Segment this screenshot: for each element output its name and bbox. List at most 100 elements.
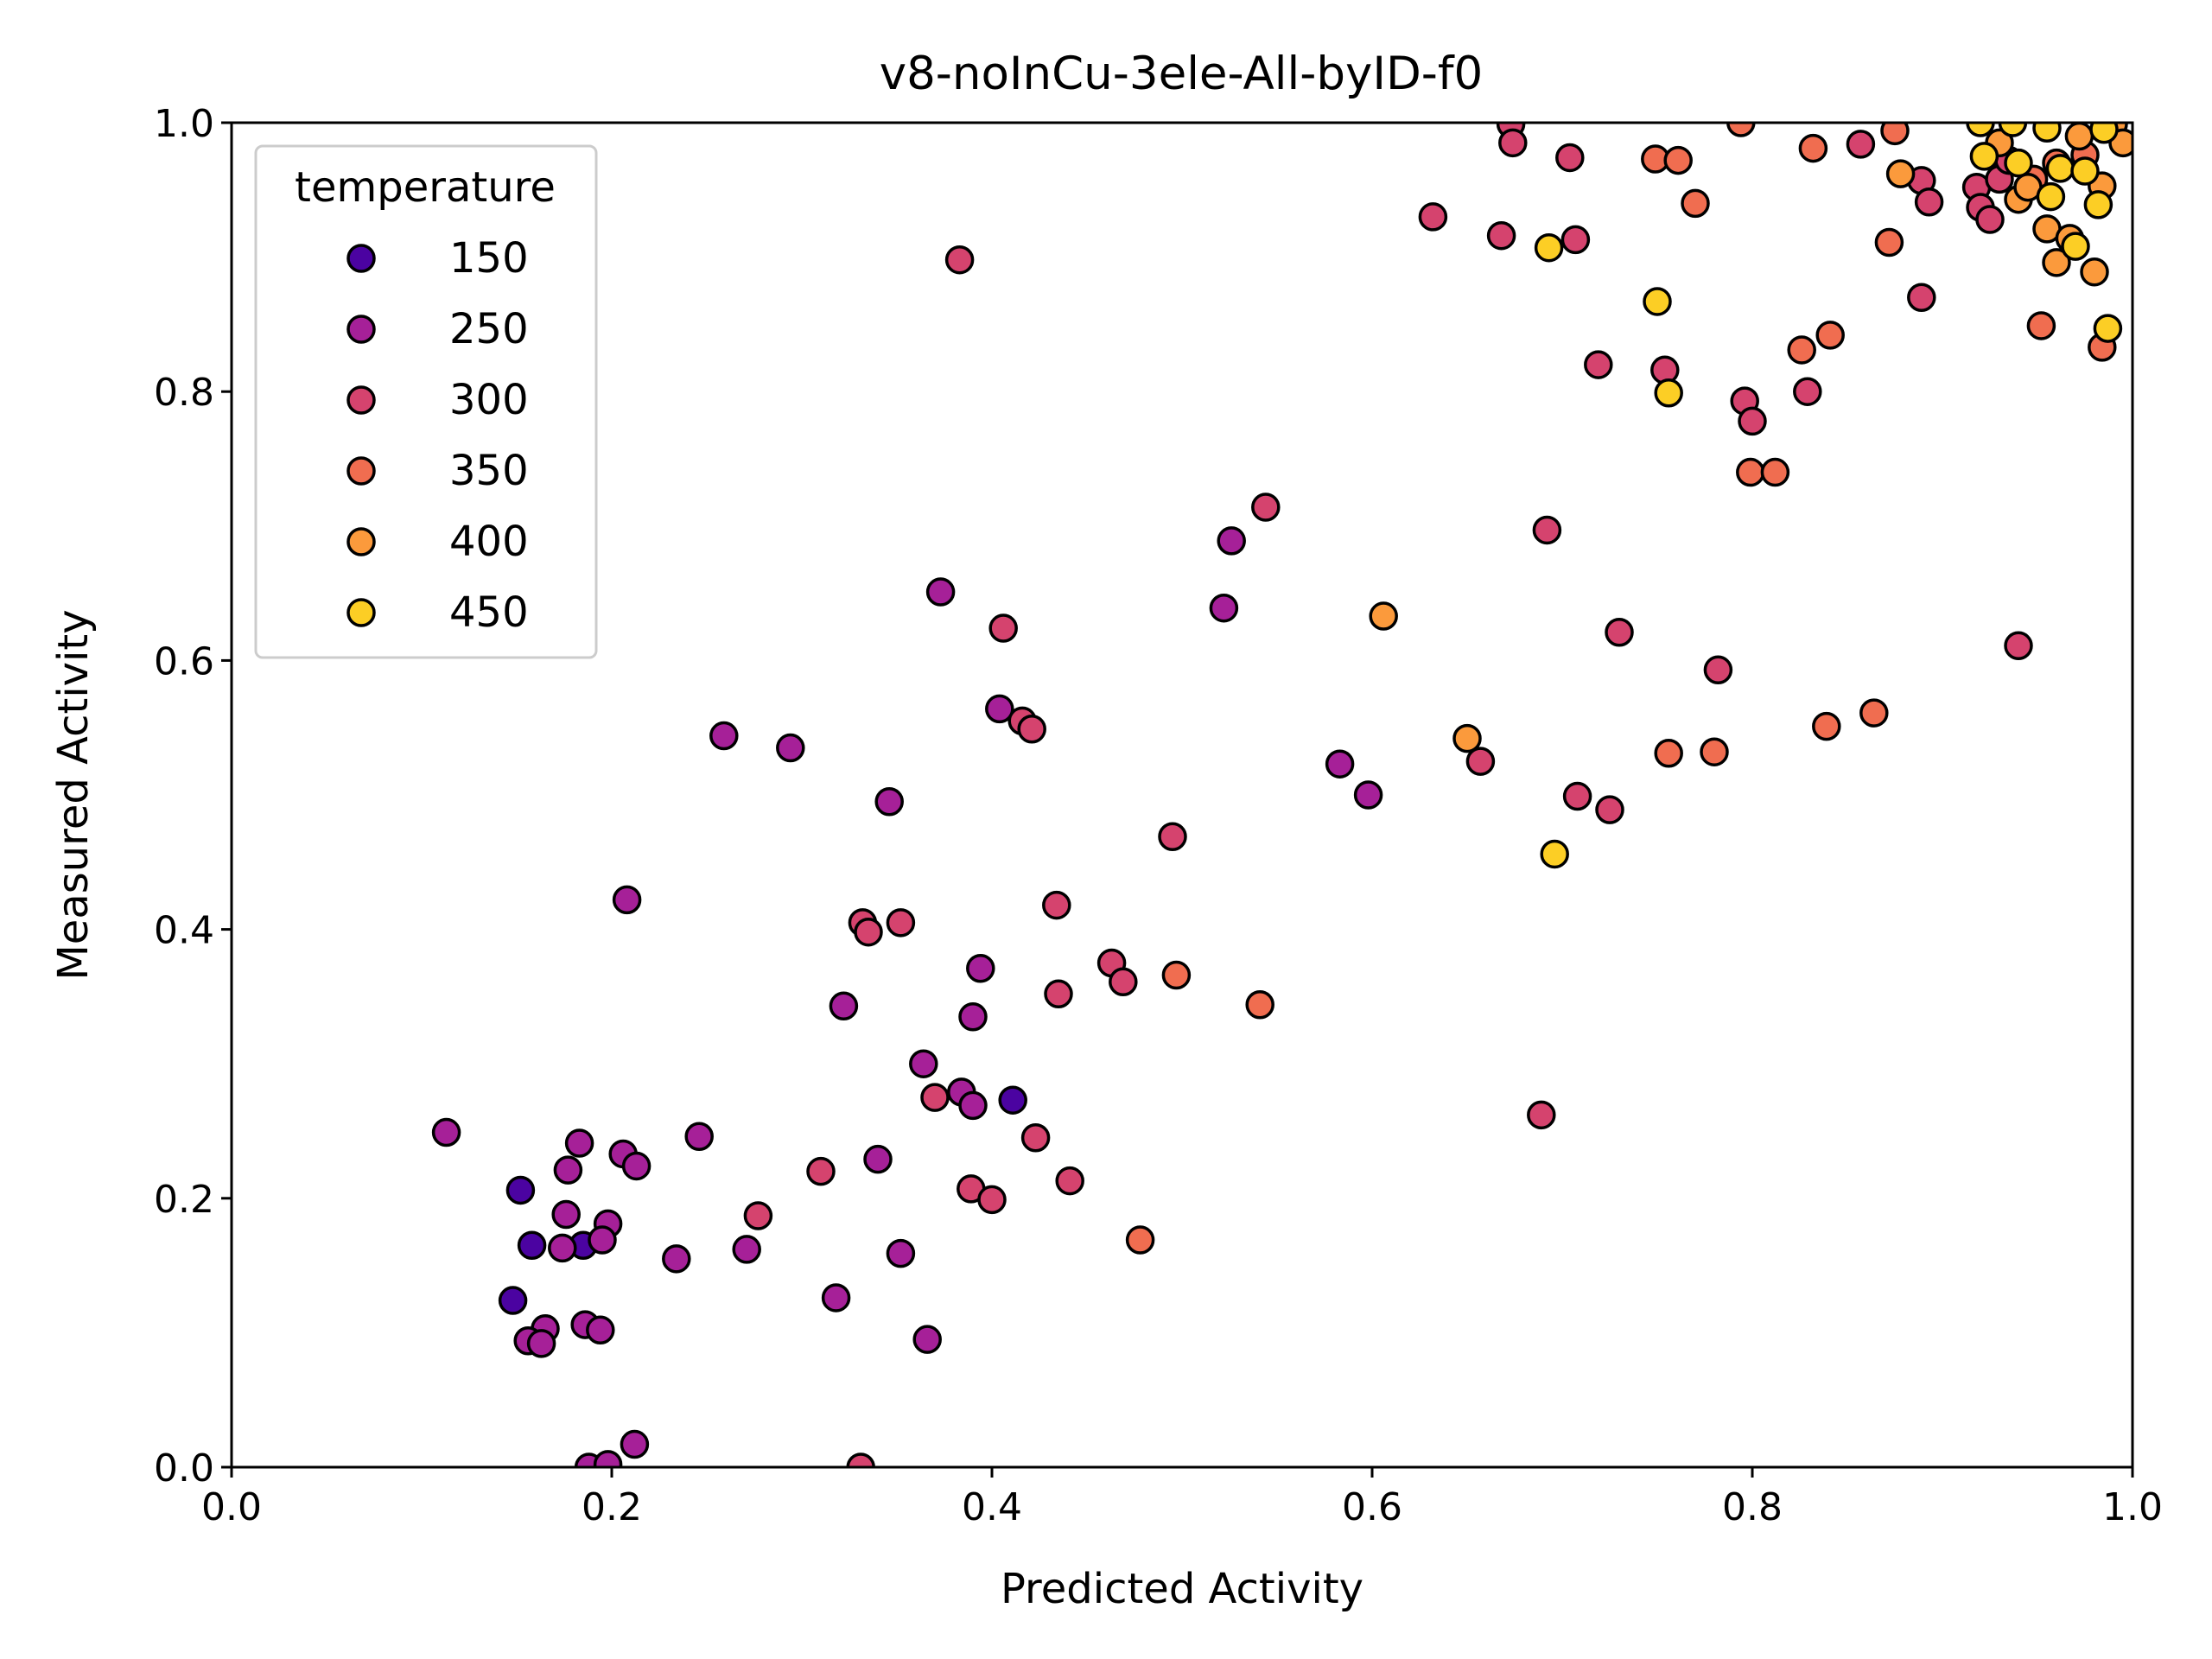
data-point-250 (612, 885, 642, 915)
data-point-350 (1880, 123, 1910, 146)
data-point-250 (586, 1315, 615, 1345)
legend-label: 150 (449, 234, 529, 283)
data-point-250 (553, 1155, 583, 1185)
data-point-300 (920, 1083, 950, 1112)
data-point-250 (863, 1144, 893, 1174)
x-tick-label: 0.8 (1722, 1485, 1783, 1529)
data-point-250 (620, 1429, 650, 1459)
data-point-300 (1846, 130, 1876, 159)
legend-label: 350 (449, 447, 529, 495)
data-point-300 (806, 1156, 836, 1186)
data-point-250 (732, 1235, 761, 1264)
data-point-250 (821, 1283, 851, 1313)
data-point-450 (2036, 181, 2066, 212)
data-point-300 (1527, 1100, 1556, 1130)
data-point-300 (1738, 406, 1767, 436)
data-point-300 (854, 917, 883, 947)
data-point-450 (2045, 154, 2075, 183)
data-point-350 (1654, 739, 1683, 768)
legend-label: 400 (449, 518, 529, 566)
data-point-300 (1793, 377, 1822, 406)
data-point-350 (1700, 737, 1729, 766)
data-point-350 (1161, 960, 1192, 990)
data-point-350 (1760, 457, 1790, 487)
x-axis-ticks: 0.0 0.2 0.4 0.6 0.8 1.0 (201, 1467, 2163, 1529)
data-point-250 (985, 694, 1014, 724)
y-tick-label: 1.0 (154, 102, 214, 146)
data-point-450 (1998, 123, 2028, 137)
data-point-350 (1125, 1225, 1155, 1255)
data-point-300 (1109, 967, 1138, 997)
legend-frame (254, 144, 598, 659)
data-point-250 (709, 721, 739, 751)
data-point-250 (662, 1244, 691, 1274)
x-tick-label: 0.4 (962, 1485, 1022, 1529)
data-point-300 (1158, 822, 1187, 851)
data-point-150 (998, 1085, 1027, 1115)
data-point-350 (1681, 188, 1710, 219)
x-tick-label: 0.6 (1342, 1485, 1402, 1529)
data-point-350 (1798, 133, 1828, 163)
data-point-350 (1726, 123, 1756, 137)
legend-marker (346, 598, 376, 627)
legend-label: 300 (449, 376, 529, 424)
data-point-250 (958, 1001, 988, 1032)
legend-entries: 150 250 300 350 400 450 (346, 234, 529, 637)
data-point-250 (548, 1233, 577, 1263)
data-point-250 (925, 577, 956, 607)
data-point-300 (1907, 283, 1936, 313)
data-point-350 (1736, 457, 1765, 487)
y-tick-label: 0.4 (154, 909, 214, 953)
data-point-150 (505, 1175, 536, 1205)
data-point-450 (1540, 839, 1569, 869)
data-point-250 (1209, 593, 1239, 623)
data-point-450 (2083, 190, 2113, 219)
data-point-450 (1534, 232, 1564, 263)
data-point-250 (909, 1049, 938, 1078)
data-point-250 (1325, 749, 1355, 779)
data-point-300 (1044, 979, 1073, 1009)
data-point-250 (1217, 526, 1246, 556)
data-point-350 (1787, 335, 1816, 365)
data-point-300 (1020, 1123, 1051, 1153)
data-point-300 (1418, 202, 1448, 232)
data-point-300 (1560, 225, 1591, 255)
data-point-300 (743, 1201, 773, 1230)
data-point-250 (966, 953, 995, 983)
plot-frame (230, 121, 2134, 1469)
data-point-300 (1486, 220, 1516, 251)
data-point-400 (1452, 723, 1482, 753)
data-point-300 (1555, 143, 1585, 173)
data-point-250 (776, 733, 805, 763)
y-axis-label: Measured Activity (49, 609, 98, 980)
data-point-250 (886, 1238, 916, 1268)
legend-marker (346, 527, 376, 556)
data-point-450 (2089, 123, 2119, 144)
data-point-400 (1369, 601, 1398, 631)
data-point-250 (551, 1199, 581, 1230)
data-points (431, 123, 2133, 1467)
data-point-300 (1251, 493, 1281, 522)
data-point-300 (886, 908, 916, 938)
data-point-350 (1812, 711, 1841, 741)
data-point-400 (2042, 248, 2071, 277)
data-point-300 (1465, 747, 1496, 776)
data-point-250 (1353, 780, 1383, 810)
data-point-300 (1605, 617, 1634, 647)
data-point-450 (1969, 142, 1999, 171)
data-point-300 (1042, 890, 1071, 920)
data-point-400 (1885, 159, 1916, 188)
data-point-300 (944, 245, 975, 275)
y-tick-label: 0.0 (154, 1446, 214, 1491)
data-point-300 (1975, 205, 2005, 234)
data-point-300 (1055, 1166, 1084, 1196)
data-point-150 (498, 1286, 528, 1315)
legend-marker (346, 315, 376, 344)
data-point-250 (684, 1122, 714, 1151)
data-point-400 (2080, 257, 2109, 287)
data-point-350 (1245, 989, 1274, 1020)
data-point-300 (1562, 781, 1592, 811)
data-point-300 (1584, 350, 1613, 379)
data-point-450 (1654, 378, 1683, 408)
